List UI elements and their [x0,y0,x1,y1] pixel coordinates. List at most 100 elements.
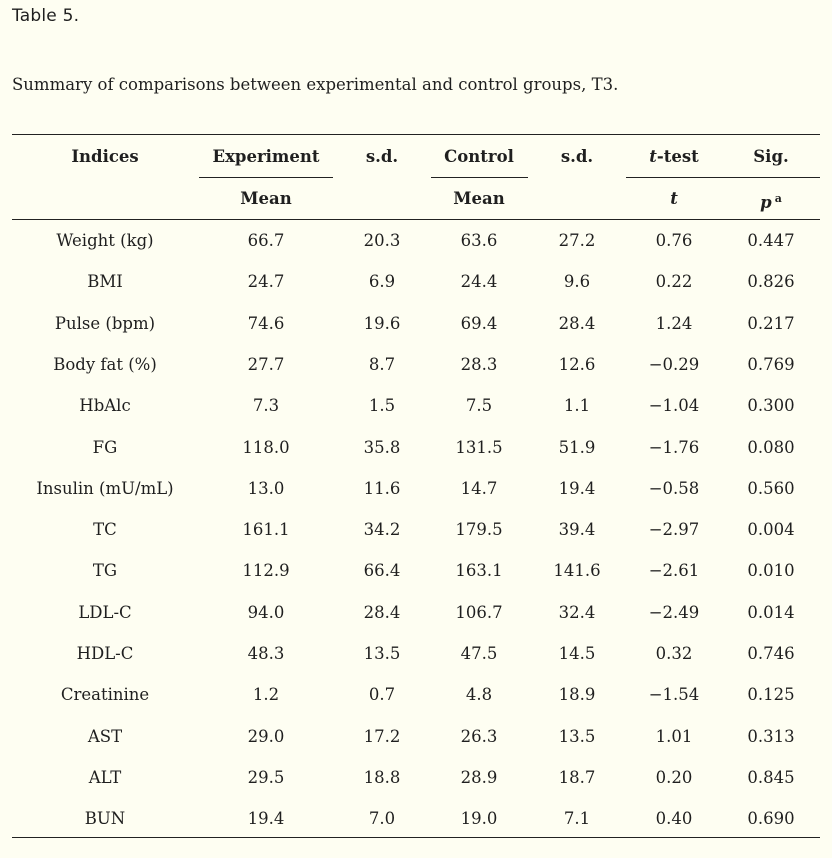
cell-experiment-sd: 13.5 [363,644,401,663]
cell-p-value: 0.004 [747,520,795,539]
cell-experiment-mean: 74.6 [247,314,285,333]
cell-control-sd: 7.1 [563,809,591,828]
cell-experiment-sd: 28.4 [363,603,401,622]
cell-control-mean: 179.5 [455,520,503,539]
control-subrule [431,177,528,178]
cell-index: HDL-C [76,644,134,663]
experiment-subrule [199,177,333,178]
cell-index: TC [93,520,117,539]
cell-control-sd: 18.9 [558,685,596,704]
cell-experiment-mean: 112.9 [242,561,290,580]
cell-experiment-mean: 29.5 [247,768,285,787]
cell-experiment-mean: 7.3 [252,396,280,415]
cell-control-mean: 19.0 [460,809,498,828]
header-sig: Sig. [753,147,789,166]
cell-control-mean: 28.9 [460,768,498,787]
header-sd-control: s.d. [560,147,594,166]
header-p-symbol: p [760,193,772,212]
cell-experiment-sd: 6.9 [368,272,396,291]
cell-experiment-sd: 20.3 [363,231,401,250]
cell-t-value: 0.32 [655,644,693,663]
cell-experiment-sd: 8.7 [368,355,396,374]
cell-t-value: 0.22 [655,272,693,291]
cell-p-value: 0.826 [747,272,795,291]
cell-control-sd: 14.5 [558,644,596,663]
cell-control-sd: 32.4 [558,603,596,622]
header-control-mean: Mean [453,189,505,208]
cell-t-value: 0.20 [655,768,693,787]
cell-index: LDL-C [78,603,132,622]
cell-control-sd: 13.5 [558,727,596,746]
header-sd-experiment: s.d. [365,147,399,166]
cell-experiment-sd: 17.2 [363,727,401,746]
header-t-statistic: t [670,189,678,208]
cell-experiment-mean: 66.7 [247,231,285,250]
header-t-test: t-test [649,147,699,167]
cell-t-value: −2.61 [648,561,700,580]
cell-control-sd: 27.2 [558,231,596,250]
cell-control-sd: 28.4 [558,314,596,333]
cell-index: TG [92,561,118,580]
cell-control-sd: 18.7 [558,768,596,787]
cell-index: FG [92,438,118,457]
cell-control-mean: 26.3 [460,727,498,746]
cell-p-value: 0.010 [747,561,795,580]
cell-experiment-mean: 161.1 [242,520,290,539]
ttest-subrule [626,177,820,178]
cell-experiment-sd: 35.8 [363,438,401,457]
cell-index: Pulse (bpm) [54,314,156,333]
cell-control-mean: 28.3 [460,355,498,374]
cell-control-sd: 141.6 [553,561,601,580]
cell-t-value: −1.76 [648,438,700,457]
cell-index: BMI [87,272,123,291]
cell-experiment-mean: 27.7 [247,355,285,374]
header-bottom-rule [12,219,820,220]
cell-control-mean: 131.5 [455,438,503,457]
cell-control-mean: 7.5 [465,396,493,415]
cell-p-value: 0.769 [747,355,795,374]
header-t-test-suffix: -test [656,147,699,166]
cell-experiment-sd: 18.8 [363,768,401,787]
cell-p-value: 0.845 [747,768,795,787]
cell-t-value: −1.54 [648,685,700,704]
header-indices: Indices [71,147,139,166]
cell-control-sd: 51.9 [558,438,596,457]
cell-p-value: 0.313 [747,727,795,746]
cell-p-value: 0.690 [747,809,795,828]
cell-p-value: 0.746 [747,644,795,663]
cell-p-value: 0.080 [747,438,795,457]
cell-p-value: 0.014 [747,603,795,622]
header-control: Control [444,147,514,166]
cell-control-sd: 9.6 [563,272,591,291]
cell-control-mean: 163.1 [455,561,503,580]
cell-experiment-mean: 29.0 [247,727,285,746]
cell-control-sd: 39.4 [558,520,596,539]
header-p-footnote-marker: a [774,192,782,205]
cell-control-mean: 14.7 [460,479,498,498]
cell-control-sd: 12.6 [558,355,596,374]
cell-experiment-mean: 118.0 [242,438,290,457]
cell-experiment-mean: 94.0 [247,603,285,622]
cell-t-value: 0.40 [655,809,693,828]
cell-experiment-sd: 11.6 [363,479,401,498]
cell-control-mean: 47.5 [460,644,498,663]
cell-p-value: 0.300 [747,396,795,415]
cell-control-mean: 106.7 [455,603,503,622]
cell-experiment-sd: 19.6 [363,314,401,333]
cell-p-value: 0.217 [747,314,795,333]
cell-control-sd: 1.1 [563,396,591,415]
cell-t-value: −1.04 [648,396,700,415]
cell-experiment-sd: 7.0 [368,809,396,828]
cell-index: Body fat (%) [53,355,157,374]
cell-p-value: 0.560 [747,479,795,498]
cell-p-value: 0.125 [747,685,795,704]
cell-control-mean: 63.6 [460,231,498,250]
cell-index: AST [87,727,123,746]
cell-t-value: 1.01 [655,727,693,746]
cell-index: Insulin (mU/mL) [36,479,174,498]
cell-experiment-mean: 24.7 [247,272,285,291]
cell-index: ALT [88,768,122,787]
cell-control-mean: 4.8 [465,685,493,704]
cell-experiment-sd: 0.7 [368,685,396,704]
